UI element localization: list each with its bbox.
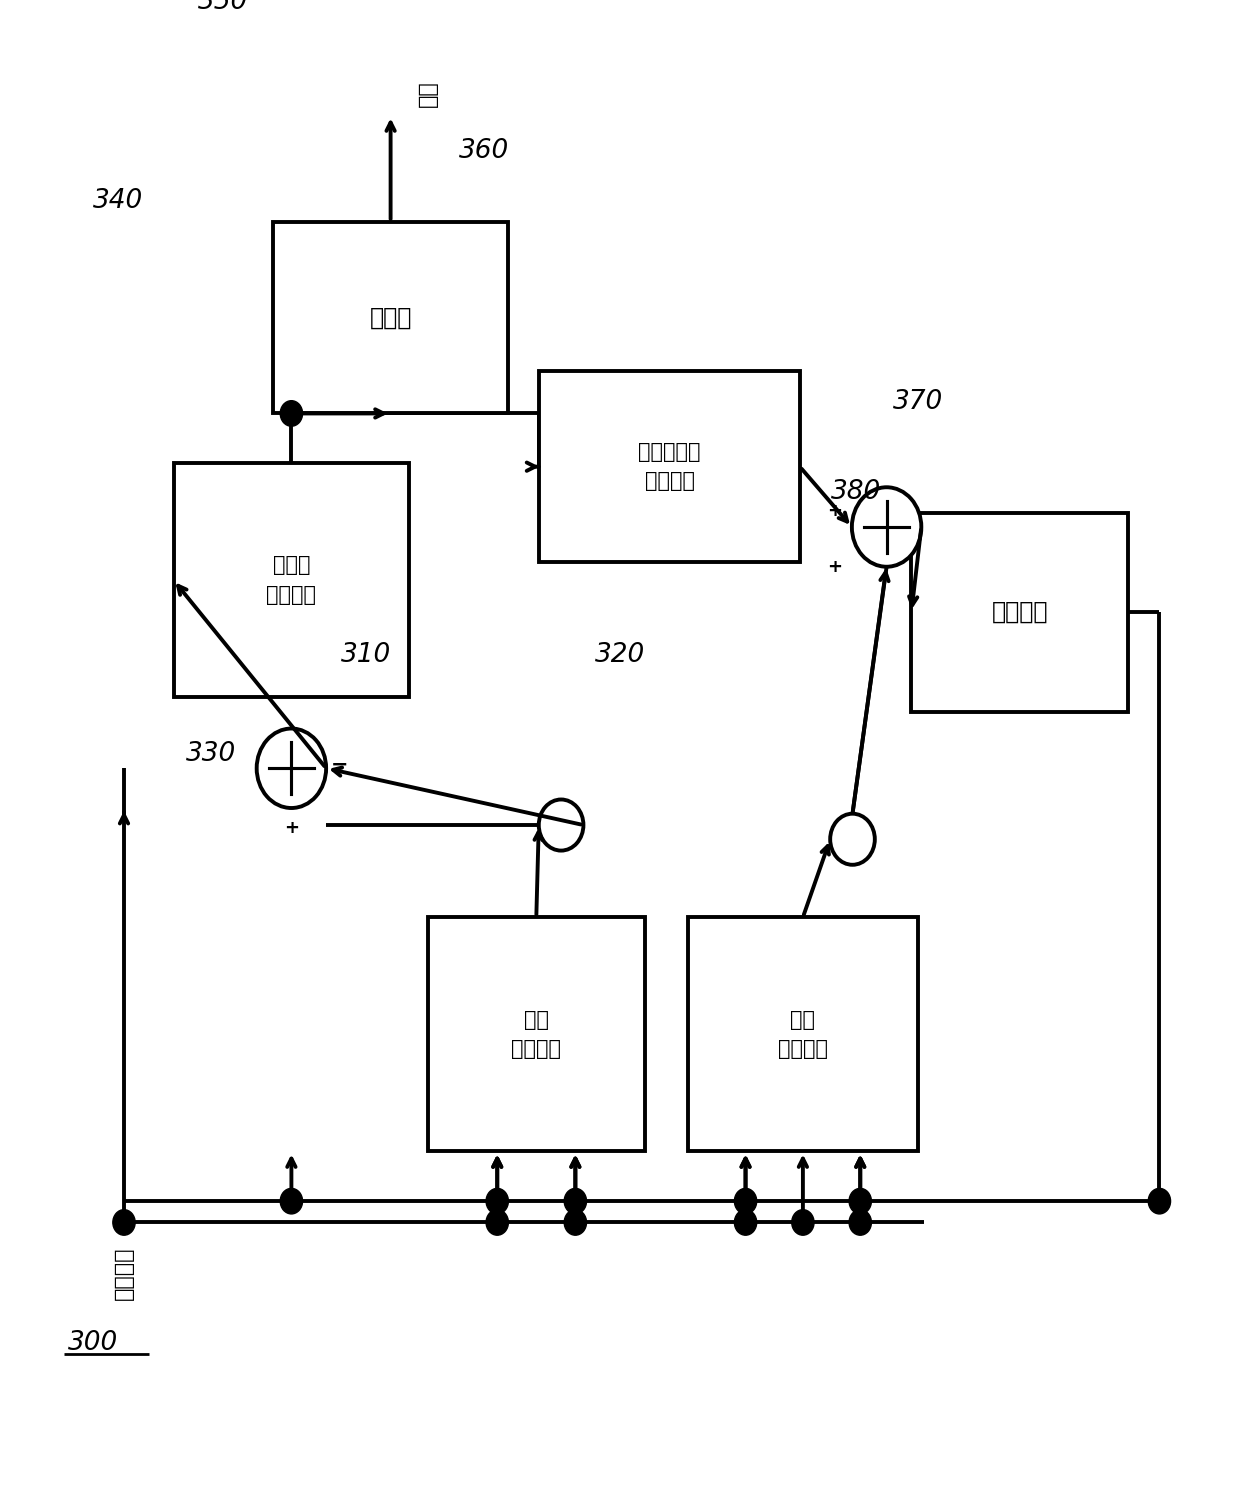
Text: 370: 370 [893, 389, 944, 416]
Circle shape [831, 814, 875, 864]
Text: 300: 300 [68, 1331, 119, 1356]
Circle shape [849, 1188, 872, 1213]
Text: 310: 310 [341, 642, 392, 668]
Circle shape [734, 1188, 756, 1213]
Text: +: + [827, 502, 842, 520]
Text: 反量化和反
变换单元: 反量化和反 变换单元 [639, 443, 701, 492]
Circle shape [852, 487, 921, 567]
Circle shape [538, 799, 584, 851]
Text: 340: 340 [93, 187, 144, 214]
Circle shape [564, 1210, 587, 1236]
Bar [273, 221, 508, 413]
Bar [688, 918, 918, 1151]
Text: 350: 350 [198, 0, 249, 15]
Text: 变换和
量化单元: 变换和 量化单元 [267, 555, 316, 604]
Text: 360: 360 [459, 138, 510, 163]
Bar [428, 918, 645, 1151]
Bar [539, 371, 800, 563]
Text: +: + [827, 558, 842, 576]
Circle shape [1148, 1188, 1171, 1213]
Text: −: − [331, 754, 348, 774]
Text: 位流: 位流 [418, 80, 438, 107]
Circle shape [280, 401, 303, 426]
Circle shape [734, 1210, 756, 1236]
Circle shape [792, 1210, 815, 1236]
Text: 380: 380 [831, 478, 882, 505]
Circle shape [849, 1210, 872, 1236]
Circle shape [564, 1188, 587, 1213]
Text: 330: 330 [186, 741, 237, 768]
Text: 帧间
预测单元: 帧间 预测单元 [777, 1010, 828, 1059]
Text: 帧内
预测单元: 帧内 预测单元 [511, 1010, 562, 1059]
Bar [174, 463, 409, 698]
Circle shape [486, 1188, 508, 1213]
Bar [911, 512, 1128, 711]
Circle shape [486, 1210, 508, 1236]
Circle shape [257, 729, 326, 808]
Text: +: + [284, 818, 299, 838]
Text: 320: 320 [595, 642, 646, 668]
Text: 帧存储器: 帧存储器 [992, 600, 1048, 624]
Text: 图像输入: 图像输入 [114, 1247, 134, 1301]
Circle shape [113, 1210, 135, 1236]
Text: 编码器: 编码器 [370, 306, 412, 330]
Circle shape [280, 1188, 303, 1213]
